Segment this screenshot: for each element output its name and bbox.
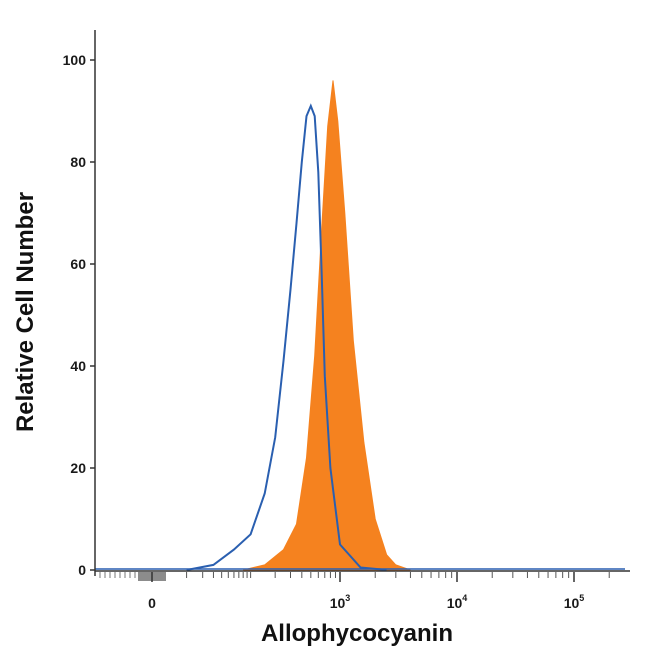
x-tick-label-3: 105 bbox=[564, 593, 585, 611]
x-tick-label-2: 104 bbox=[447, 593, 468, 611]
series-1-filled-histogram bbox=[243, 80, 411, 571]
y-tick-label-60: 60 bbox=[70, 256, 86, 272]
x-tick-label-1: 103 bbox=[330, 593, 351, 611]
y-tick-label-0: 0 bbox=[78, 562, 86, 578]
y-axis-title: Relative Cell Number bbox=[12, 192, 39, 432]
series-0-outline-histogram bbox=[186, 103, 387, 571]
y-tick-label-80: 80 bbox=[70, 154, 86, 170]
axes: 0 20 40 60 80 100 0 103 104 105 bbox=[63, 30, 630, 611]
plot-area bbox=[95, 80, 625, 571]
y-tick-label-20: 20 bbox=[70, 460, 86, 476]
x-tick-label-0: 0 bbox=[148, 595, 156, 611]
y-tick-label-100: 100 bbox=[63, 52, 87, 68]
y-tick-label-40: 40 bbox=[70, 358, 86, 374]
x-axis-title: Allophycocyanin bbox=[261, 620, 453, 647]
